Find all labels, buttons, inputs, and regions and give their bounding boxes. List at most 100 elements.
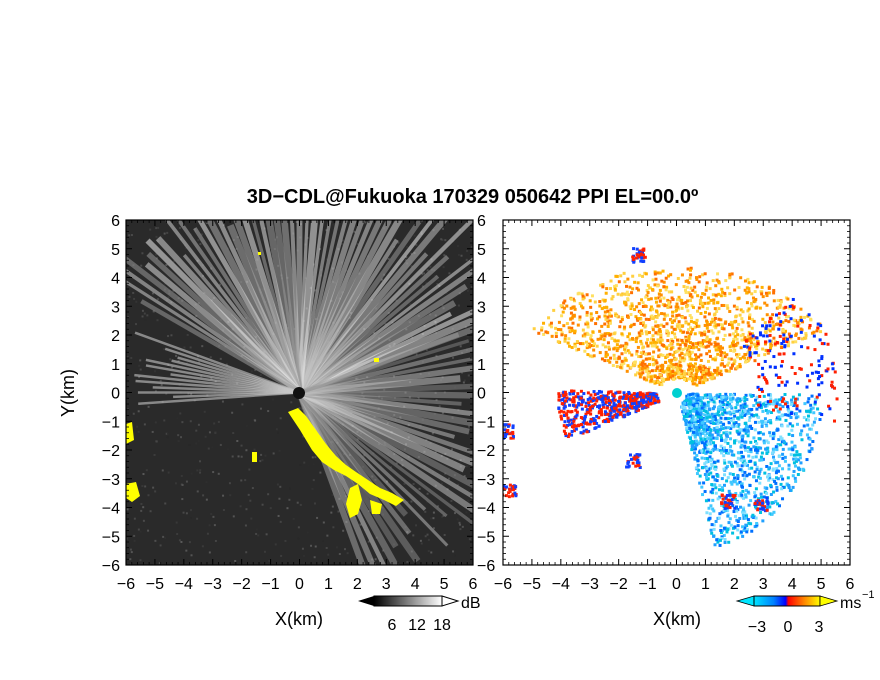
velocity-cell [716,323,720,327]
noise-pixel [436,282,439,285]
velocity-cell [720,529,724,533]
velocity-cell [820,357,824,361]
velocity-cell [757,353,761,357]
velocity-cell [631,461,635,465]
velocity-cell [650,314,654,318]
noise-pixel [444,239,447,242]
velocity-cell [683,346,687,350]
velocity-cell [657,348,661,352]
velocity-cell [738,517,742,521]
velocity-cell [786,337,790,341]
velocity-cell [574,415,578,419]
velocity-cell [646,291,650,295]
y-tick-label: 3 [477,299,486,316]
velocity-cell [772,434,776,438]
velocity-cell [687,372,691,376]
velocity-cell [775,476,779,480]
velocity-cell [726,498,730,502]
velocity-cell [571,305,575,309]
velocity-cell [678,323,682,327]
velocity-cell [778,417,782,421]
velocity-cell [588,422,592,426]
noise-pixel [259,374,262,377]
velocity-cell [752,436,756,440]
velocity-cell [765,324,769,328]
velocity-cell [748,357,752,361]
velocity-cell [733,359,737,363]
velocity-cell [775,402,779,406]
velocity-cell [637,395,641,399]
noise-pixel [217,472,220,475]
velocity-cell [684,422,688,426]
velocity-cell [755,407,759,411]
velocity-cell [719,402,723,406]
velocity-cell [638,372,642,376]
velocity-cell [804,331,808,335]
velocity-cell [705,326,709,330]
velocity-cell [608,287,612,291]
velocity-cell [680,405,684,409]
velocity-cell [740,450,744,454]
velocity-cell [713,321,717,325]
velocity-cell [826,367,830,371]
velocity-cell [663,304,667,308]
velocity-cell [640,342,644,346]
velocity-cell [594,322,598,326]
velocity-cell [740,510,744,514]
velocity-cell [718,484,722,488]
velocity-cell [571,297,575,301]
velocity-cell [563,420,567,424]
velocity-cell [768,505,772,509]
velocity-cell [703,333,707,337]
velocity-cell [617,399,621,403]
noise-pixel [154,254,157,257]
velocity-cell [718,348,722,352]
velocity-cell [765,486,769,490]
velocity-cell [764,378,768,382]
velocity-cell [735,305,739,309]
velocity-cell [764,400,768,404]
radar-site-marker [293,387,305,399]
noise-pixel [420,542,423,545]
velocity-cell [755,413,759,417]
velocity-cell [732,392,736,396]
velocity-cell [729,523,733,527]
noise-pixel [409,303,412,306]
velocity-cell [733,479,737,483]
velocity-cell [818,418,822,422]
velocity-cell [675,298,679,302]
velocity-cell [712,421,716,425]
velocity-cell [600,334,604,338]
velocity-cell [722,508,726,512]
noise-pixel [205,481,208,484]
velocity-cell [712,324,716,328]
velocity-cell [755,521,759,525]
noise-pixel [139,316,142,319]
velocity-cell [647,318,651,322]
noise-pixel [425,282,428,285]
velocity-cell [595,414,599,418]
velocity-cell [706,367,710,371]
velocity-cell [743,399,747,403]
velocity-cell [740,443,744,447]
velocity-cell [720,535,724,539]
velocity-cell [717,488,721,492]
velocity-cell [722,458,726,462]
velocity-cell [800,429,804,433]
noise-pixel [151,292,154,295]
velocity-cell [609,314,613,318]
velocity-cell [768,329,772,333]
velocity-cell [705,338,709,342]
velocity-cell [779,320,783,324]
noise-pixel [269,507,272,510]
velocity-cell [703,426,707,430]
velocity-cell [768,431,772,435]
velocity-cell [737,322,741,326]
noise-pixel [466,335,469,338]
noise-pixel [154,389,157,392]
velocity-cell [603,420,607,424]
velocity-cell [748,351,752,355]
velocity-cell [727,411,731,415]
velocity-cell [705,321,709,325]
velocity-cell [622,361,626,365]
